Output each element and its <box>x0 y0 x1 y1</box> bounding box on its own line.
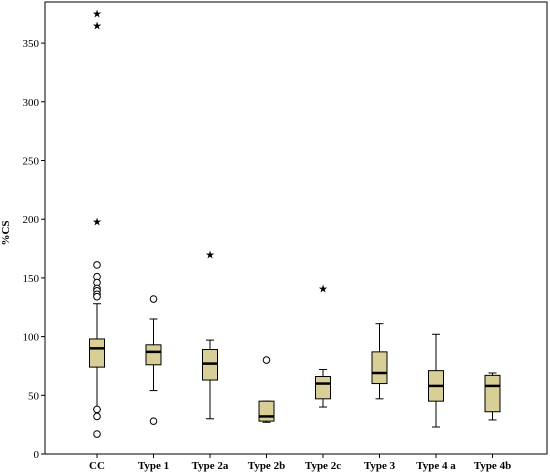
outlier-point <box>93 292 101 301</box>
extreme-point: ★ <box>92 19 102 32</box>
box-group <box>371 323 388 400</box>
box-group <box>145 295 162 425</box>
plot-frame <box>44 1 548 455</box>
box-group <box>484 372 501 421</box>
y-tick-label: 250 <box>23 155 40 167</box>
x-tick-label: Type 4 a <box>416 460 456 472</box>
box-iqr <box>371 351 388 385</box>
y-tick-label: 200 <box>23 214 40 226</box>
box-iqr <box>258 400 275 422</box>
extreme-point: ★ <box>92 216 102 229</box>
y-tick-label: 150 <box>23 273 40 285</box>
x-tick-label: Type 2a <box>192 460 229 472</box>
box-group: ★ <box>315 282 331 408</box>
box-iqr <box>89 338 105 368</box>
x-tick-label: Type 2b <box>248 460 285 472</box>
y-tick-label: 50 <box>28 390 40 402</box>
y-tick-label: 0 <box>34 449 40 461</box>
x-axis-labels: CC Type 1 Type 2a Type 2b Type 2c Type 3 Type … <box>89 454 511 472</box>
box-group: ★ <box>202 248 218 420</box>
y-axis: 0 50 100 150 200 250 300 350 <box>23 38 45 461</box>
y-tick-label: 100 <box>23 332 40 344</box>
y-tick-label: 300 <box>23 97 40 109</box>
box-group <box>258 356 275 423</box>
x-tick-label: Type 1 <box>138 460 169 472</box>
outlier-point <box>93 405 101 414</box>
outlier-point <box>262 356 271 364</box>
outlier-point <box>93 412 101 421</box>
outlier-point <box>149 417 158 425</box>
box-iqr <box>315 376 331 400</box>
x-tick-label: CC <box>89 460 105 472</box>
box-iqr <box>484 374 501 413</box>
y-axis-label: %CS <box>0 220 12 245</box>
outlier-point <box>93 261 101 269</box>
x-tick-label: Type 2c <box>305 460 341 472</box>
box-group: ★★★ <box>89 8 105 438</box>
outlier-point <box>149 295 158 303</box>
x-tick-label: Type 4b <box>474 460 511 472</box>
boxes-layer: ★★★★★ <box>89 8 501 438</box>
outlier-point <box>93 430 101 438</box>
box-iqr <box>145 344 162 366</box>
y-tick-label: 350 <box>23 38 40 50</box>
extreme-point: ★ <box>318 282 328 295</box>
x-tick-label: Type 3 <box>364 460 396 472</box>
extreme-point: ★ <box>92 8 102 21</box>
extreme-point: ★ <box>205 248 215 261</box>
box-group <box>428 333 444 428</box>
